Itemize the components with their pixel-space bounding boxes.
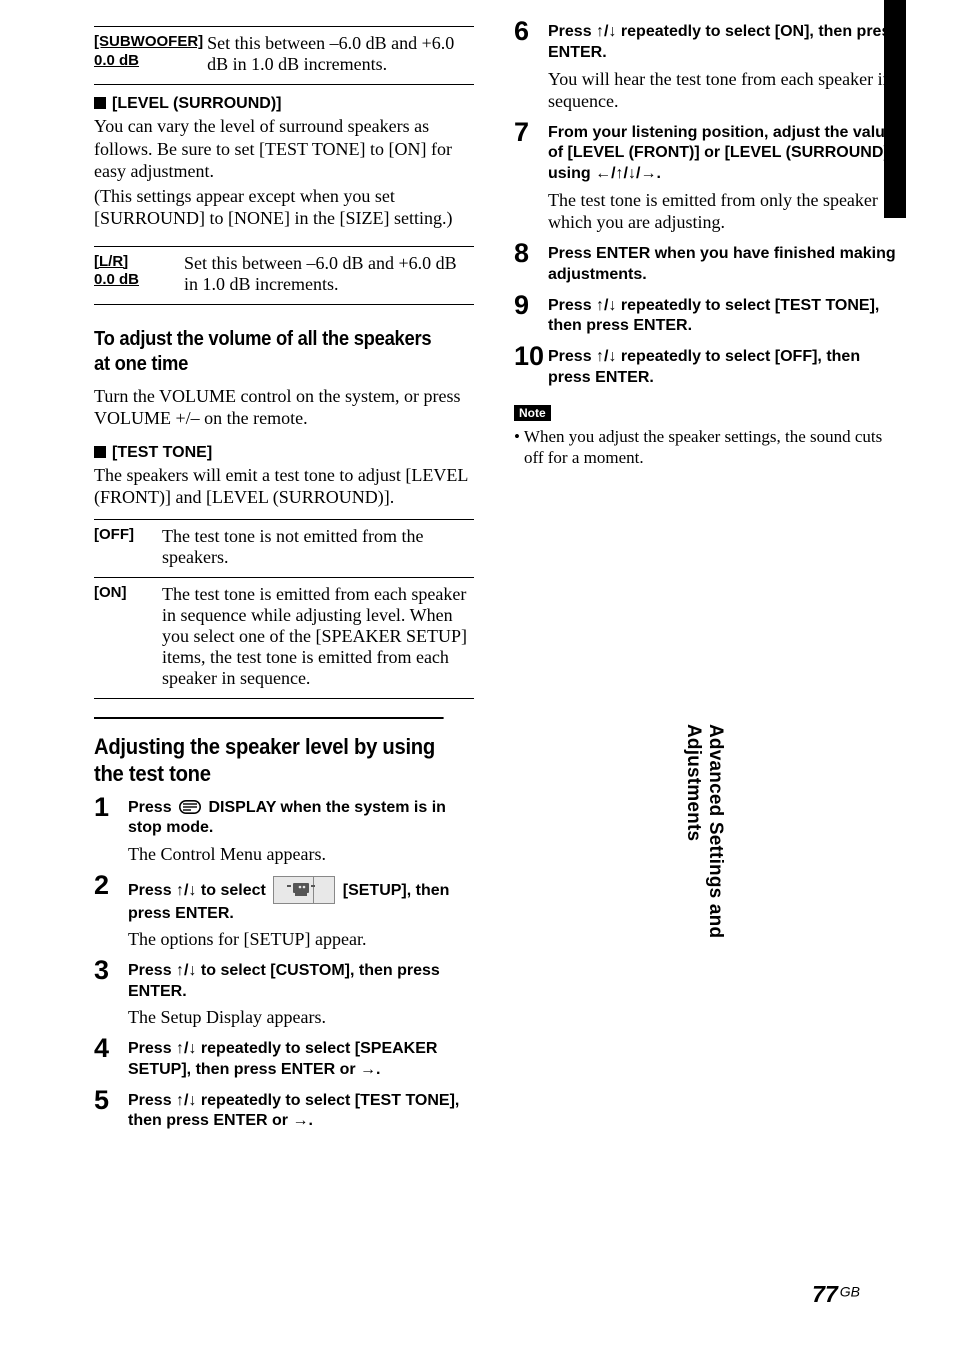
step-3: Press ↑/↓ to select [CUSTOM], then press… <box>94 961 474 1029</box>
step-3-body: The Setup Display appears. <box>128 1006 474 1029</box>
testtone-off-key: [OFF] <box>94 519 162 577</box>
testtone-on-val: The test tone is emitted from each speak… <box>162 577 474 698</box>
steps-right: Press ↑/↓ repeatedly to select [ON], the… <box>514 22 904 389</box>
page-number: 77GB <box>812 1281 860 1308</box>
step-2-body: The options for [SETUP] appear. <box>128 928 474 951</box>
note-label: Note <box>514 405 551 421</box>
step-7-body: The test tone is emitted from only the s… <box>548 189 904 234</box>
steps-left: Press DISPLAY when the system is in stop… <box>94 798 474 1133</box>
step-6-head: Press ↑/↓ repeatedly to select [ON], the… <box>548 22 904 64</box>
step-6-body: You will hear the test tone from each sp… <box>548 68 904 113</box>
step-4-head: Press ↑/↓ repeatedly to select [SPEAKER … <box>128 1039 474 1081</box>
step-9: Press ↑/↓ repeatedly to select [TEST TON… <box>514 296 904 338</box>
step-1-body: The Control Menu appears. <box>128 843 474 866</box>
step-1: Press DISPLAY when the system is in stop… <box>94 798 474 866</box>
step-10-head: Press ↑/↓ repeatedly to select [OFF], th… <box>548 347 904 389</box>
lr-key: [L/R] 0.0 dB <box>94 246 184 304</box>
volume-all-body: Turn the VOLUME control on the system, o… <box>94 385 474 430</box>
step-9-head: Press ↑/↓ repeatedly to select [TEST TON… <box>548 296 904 338</box>
step-6: Press ↑/↓ repeatedly to select [ON], the… <box>514 22 904 113</box>
setup-icon <box>273 876 335 904</box>
step-1-head: Press DISPLAY when the system is in stop… <box>128 798 474 840</box>
step-7-head: From your listening position, adjust the… <box>548 123 904 185</box>
testtone-off-val: The test tone is not emitted from the sp… <box>162 519 474 577</box>
step-5: Press ↑/↓ repeatedly to select [TEST TON… <box>94 1091 474 1133</box>
level-surround-p2: (This settings appear except when you se… <box>94 185 474 230</box>
step-7: From your listening position, adjust the… <box>514 123 904 234</box>
step-10: Press ↑/↓ repeatedly to select [OFF], th… <box>514 347 904 389</box>
testtone-table: [OFF] The test tone is not emitted from … <box>94 519 474 699</box>
column-left: [SUBWOOFER] 0.0 dB Set this between –6.0… <box>94 22 474 1132</box>
subwoofer-key: [SUBWOOFER] 0.0 dB <box>94 27 207 85</box>
note-text: • When you adjust the speaker settings, … <box>514 426 904 469</box>
side-tab-label: Advanced Settings and Adjustments <box>682 724 726 1044</box>
level-surround-p1: You can vary the level of surround speak… <box>94 115 474 183</box>
subwoofer-table: [SUBWOOFER] 0.0 dB Set this between –6.0… <box>94 26 474 85</box>
testtone-intro: The speakers will emit a test tone to ad… <box>94 464 474 509</box>
step-3-head: Press ↑/↓ to select [CUSTOM], then press… <box>128 961 474 1003</box>
adjust-heading: Adjusting the speaker level by using the… <box>94 717 444 788</box>
level-surround-heading: [LEVEL (SURROUND)] <box>94 95 474 113</box>
volume-all-heading: To adjust the volume of all the speakers… <box>94 327 444 377</box>
step-8: Press ENTER when you have finished makin… <box>514 244 904 286</box>
testtone-heading: [TEST TONE] <box>94 444 474 462</box>
lr-val: Set this between –6.0 dB and +6.0 dB in … <box>184 246 474 304</box>
step-8-head: Press ENTER when you have finished makin… <box>548 244 904 286</box>
step-2: Press ↑/↓ to select [SETUP], then press … <box>94 876 474 951</box>
subwoofer-val: Set this between –6.0 dB and +6.0 dB in … <box>207 27 474 85</box>
testtone-on-key: [ON] <box>94 577 162 698</box>
step-5-head: Press ↑/↓ repeatedly to select [TEST TON… <box>128 1091 474 1133</box>
display-icon <box>179 800 201 814</box>
lr-table: [L/R] 0.0 dB Set this between –6.0 dB an… <box>94 246 474 305</box>
step-4: Press ↑/↓ repeatedly to select [SPEAKER … <box>94 1039 474 1081</box>
step-2-head: Press ↑/↓ to select [SETUP], then press … <box>128 876 474 925</box>
